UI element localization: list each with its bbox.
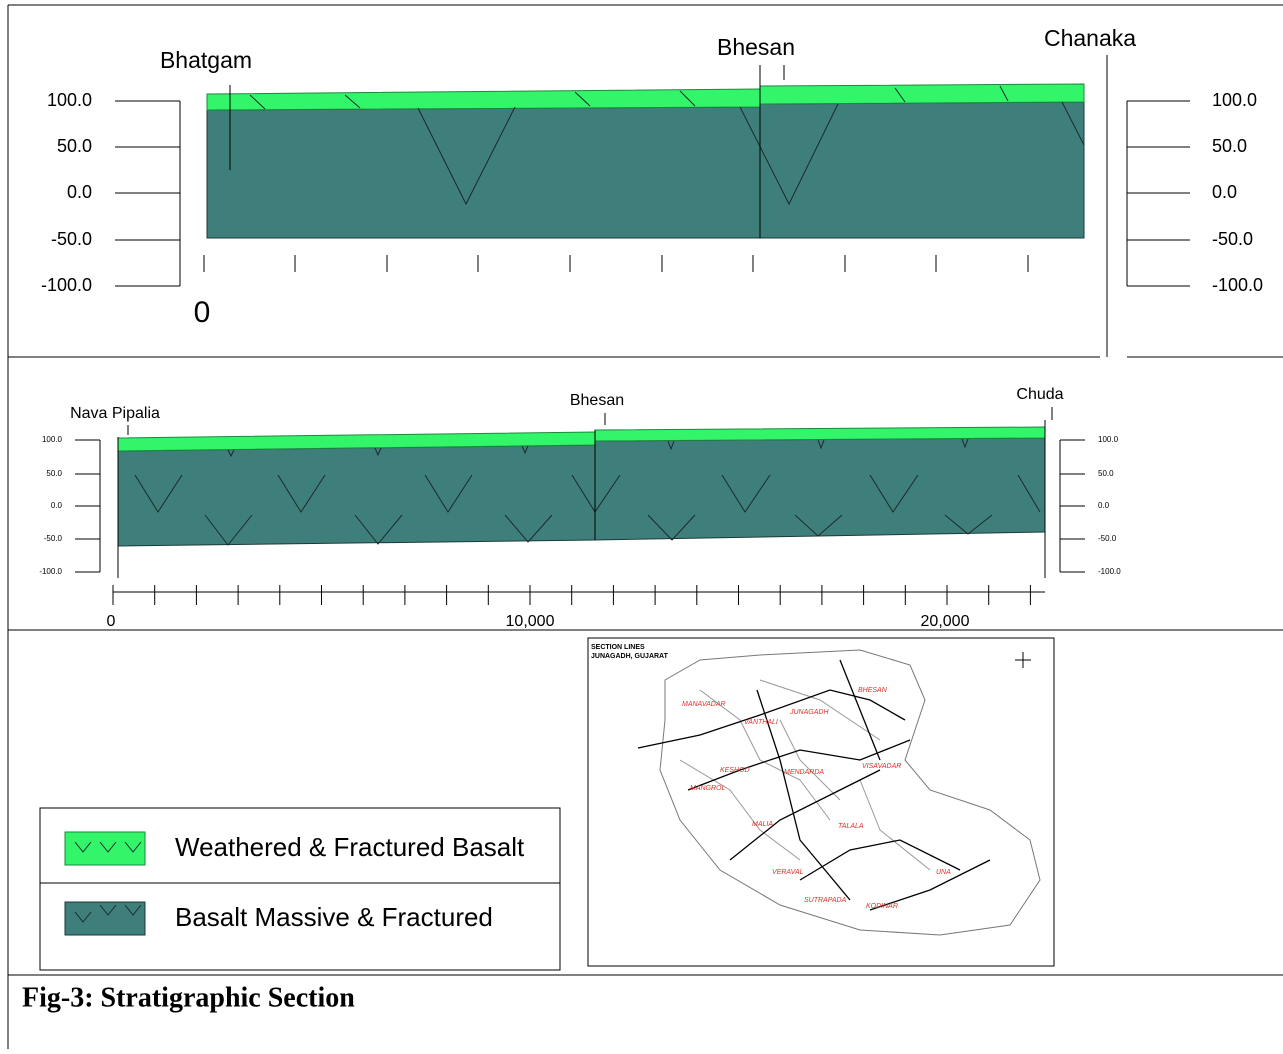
x-tick-label: 20,000 [921,613,970,630]
district-label: UNA [936,869,951,876]
y-tick-label: 50.0 [1212,136,1247,156]
y-tick-label: 0.0 [67,182,92,202]
y-tick-label: -100.0 [1098,567,1121,576]
district-label: KESHOD [720,767,750,774]
y-tick-label: -50.0 [1098,534,1117,543]
district-label: JUNAGADH [789,709,829,716]
district-label: MANGROL [690,785,726,792]
y-tick-label: -100.0 [39,567,62,576]
y-tick-label: -50.0 [44,534,63,543]
x-tick-label: 10,000 [506,613,555,630]
well-label: Bhatgam [160,47,252,73]
y-tick-label: 50.0 [1098,469,1114,478]
y-tick-label: -100.0 [41,275,92,295]
caption: Fig-3: Stratigraphic Section [22,982,355,1013]
section-2 [100,407,1060,592]
well-label: Nava Pipalia [70,405,160,422]
section-1 [180,55,1127,357]
district-label: VISAVADAR [862,763,901,770]
district-label: TALALA [838,823,864,830]
district-label: BHESAN [858,687,888,694]
y-tick-label: 50.0 [57,136,92,156]
legend-label: Weathered & Fractured Basalt [175,832,525,862]
y-tick-label: 0.0 [1212,182,1237,202]
y-tick-label: -100.0 [1212,275,1263,295]
well-label: Chuda [1016,386,1063,403]
y-tick-label: 0.0 [51,501,63,510]
district-label: MENDARDA [784,769,824,776]
map-title: JUNAGADH, GUJARAT [591,653,669,660]
legend-label: Basalt Massive & Fractured [175,902,493,932]
y-tick-label: 100.0 [47,90,92,110]
well-label: Chanaka [1044,25,1136,51]
y-tick-label: 100.0 [42,435,63,444]
map-title: SECTION LINES [591,644,645,651]
district-label: SUTRAPADA [804,897,847,904]
district-label: VERAVAL [772,869,804,876]
page: Bhatgam Bhesan Chanaka 100.0 100.0 50.0 50.0 0.… [0,0,1283,1049]
y-tick-label: 100.0 [1098,435,1119,444]
district-label: KODINAR [866,903,898,910]
district-label: VANTHALI [744,719,778,726]
y-tick-label: 0.0 [1098,501,1110,510]
y-tick-label: 100.0 [1212,90,1257,110]
district-label: MALIA [752,821,773,828]
y-tick-label: 50.0 [46,469,62,478]
map [588,638,1054,966]
x-tick-label: 0 [194,296,211,329]
y-tick-label: -50.0 [51,229,92,249]
district-label: MANAVADAR [682,701,726,708]
x-tick-label: 0 [107,613,116,630]
well-label: Bhesan [717,34,795,60]
well-label: Bhesan [570,392,624,409]
y-tick-label: -50.0 [1212,229,1253,249]
